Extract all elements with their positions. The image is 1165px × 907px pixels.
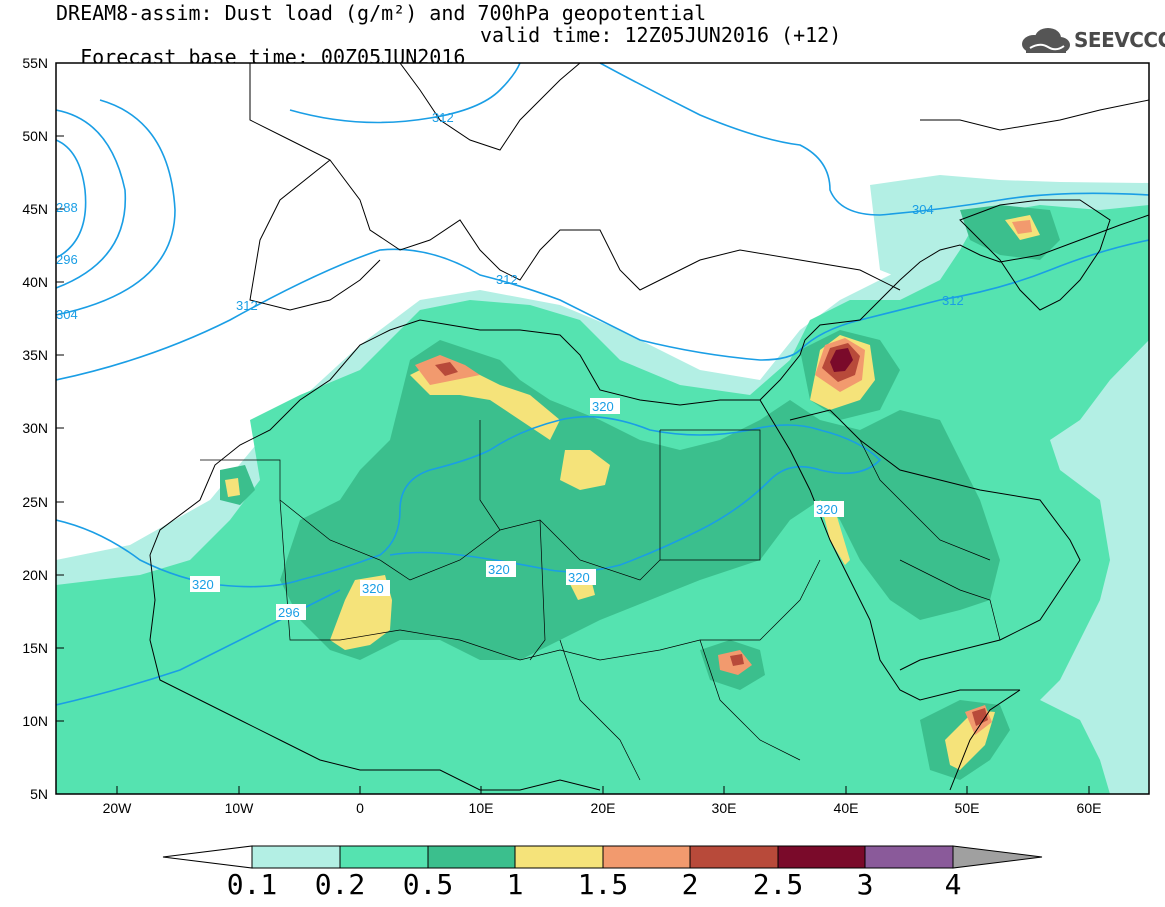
- colorbar-cell: [602, 845, 691, 869]
- colorbar-cell: [514, 845, 604, 869]
- colorbar-label: 2: [681, 868, 699, 901]
- contour-label: 312: [496, 272, 518, 287]
- lat-label: 5N: [30, 786, 48, 802]
- colorbar-cell: [864, 845, 954, 869]
- seevccc-logo: SEEVCCC: [1018, 26, 1165, 56]
- lat-label: 25N: [22, 494, 48, 510]
- lat-label: 35N: [22, 347, 48, 363]
- dust-field-2-sudan: [730, 654, 744, 666]
- lon-label: 0: [356, 800, 364, 816]
- graticule-ticks: [56, 135, 1090, 794]
- contour-label: 320: [568, 570, 590, 585]
- colorbar-arrow-left: [162, 845, 253, 869]
- colorbar-label: 3: [856, 868, 874, 901]
- lon-label: 60E: [1076, 800, 1102, 816]
- colorbar: [162, 845, 1043, 869]
- logo-text: SEEVCCC: [1074, 28, 1165, 52]
- coastlines: [149, 63, 1149, 791]
- country-borders: [200, 420, 1001, 781]
- lon-label: 20W: [102, 800, 132, 816]
- dust-field-2.5: [830, 348, 853, 372]
- contour-label: 312: [942, 293, 964, 308]
- lat-label: 40N: [22, 274, 48, 290]
- colorbar-label: 0.1: [226, 868, 278, 901]
- lat-label: 55N: [22, 55, 48, 71]
- colorbar-label: 0.5: [402, 868, 454, 901]
- colorbar-label: 4: [944, 868, 962, 901]
- contour-label: 304: [912, 202, 934, 217]
- dust-field-2-somalia: [972, 708, 988, 726]
- colorbar-label: 2.5: [752, 868, 804, 901]
- dust-field-1.5-caspian: [1012, 220, 1032, 234]
- lat-label: 20N: [22, 567, 48, 583]
- geopotential-contours: [56, 63, 1149, 706]
- contour-box-labels: 320 320 320 320 320 320 296: [190, 398, 844, 620]
- lon-label: 10E: [468, 800, 494, 816]
- colorbar-label: 0.2: [314, 868, 366, 901]
- dust-field-1-libya: [560, 450, 610, 490]
- lon-label: 20E: [590, 800, 616, 816]
- valid-time-label: valid time: 12Z05JUN2016 (+12): [480, 23, 842, 47]
- lon-label: 10W: [224, 800, 254, 816]
- contour-label: 304: [56, 307, 78, 322]
- colorbar-cell: [427, 845, 516, 869]
- contour-label: 320: [816, 502, 838, 517]
- map-frame: [55, 62, 1150, 795]
- lat-label: 15N: [22, 640, 48, 656]
- lat-label: 10N: [22, 713, 48, 729]
- contour-label: 296: [56, 252, 78, 267]
- lat-label: 45N: [22, 201, 48, 217]
- cloud-icon: [1022, 28, 1070, 53]
- contour-label: 288: [56, 200, 78, 215]
- colorbar-cell: [251, 845, 341, 869]
- chart-title: DREAM8-assim: Dust load (g/m²) and 700hP…: [56, 1, 707, 25]
- dust-field-0.5: [280, 340, 1000, 660]
- contour-label: 320: [362, 581, 384, 596]
- contour-label: 320: [592, 399, 614, 414]
- contour-label: 312: [432, 110, 454, 125]
- lat-label: 50N: [22, 128, 48, 144]
- colorbar-arrow-right: [952, 845, 1043, 869]
- colorbar-cell: [339, 845, 429, 869]
- contour-label-group: 288 296 304 304 312 312 312 312: [56, 110, 964, 322]
- contour-label: 320: [192, 577, 214, 592]
- colorbar-label: 1.5: [577, 868, 629, 901]
- contour-label: 320: [488, 562, 510, 577]
- lon-label: 40E: [833, 800, 859, 816]
- colorbar-cell: [777, 845, 866, 869]
- dust-field-0.5-caspian: [960, 205, 1060, 260]
- dust-field-1-wsahara: [225, 478, 240, 497]
- lat-label: 30N: [22, 420, 48, 436]
- dust-field-2-tunisia: [435, 362, 458, 376]
- contour-label: 296: [278, 605, 300, 620]
- lon-label: 30E: [711, 800, 737, 816]
- colorbar-label: 1: [506, 868, 524, 901]
- colorbar-cell: [689, 845, 779, 869]
- contour-label: 312: [236, 298, 258, 313]
- lon-label: 50E: [954, 800, 980, 816]
